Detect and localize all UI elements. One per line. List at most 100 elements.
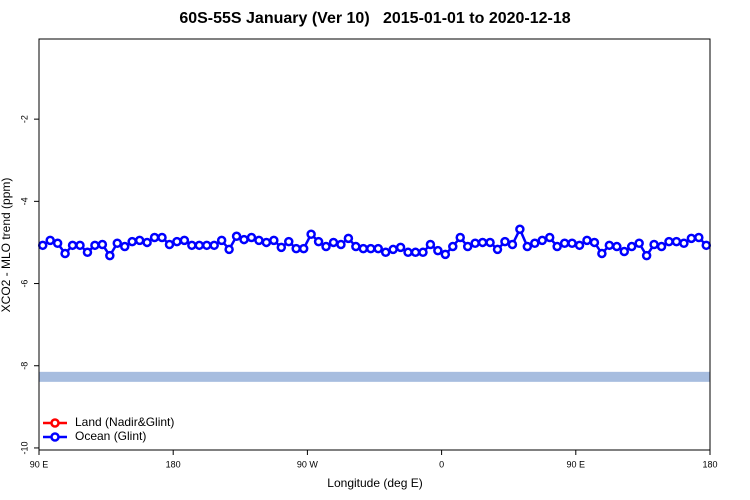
data-point: [358, 243, 369, 254]
x-tick-label: 90 E: [567, 459, 586, 469]
data-point: [403, 247, 413, 258]
data-point: [656, 241, 667, 252]
data-point: [410, 247, 421, 258]
data-point: [544, 232, 555, 243]
data-point: [567, 238, 577, 249]
data-point: [157, 232, 167, 243]
data-point: [82, 247, 93, 258]
data-point: [462, 241, 473, 252]
data-point: [127, 236, 137, 247]
data-point: [552, 241, 562, 252]
data-point: [559, 238, 570, 249]
data-point: [306, 229, 316, 239]
data-point: [507, 239, 518, 250]
y-tick-label: -2: [19, 115, 29, 123]
data-point: [366, 243, 376, 254]
y-tick-label: -4: [19, 197, 29, 205]
data-point: [202, 240, 212, 251]
data-point: [246, 232, 257, 243]
data-point: [216, 235, 227, 246]
data-point: [276, 242, 287, 253]
data-point: [589, 237, 600, 248]
data-point: [269, 235, 279, 246]
data-point: [649, 239, 659, 250]
data-point: [574, 240, 585, 251]
x-tick-label: 90 W: [297, 459, 319, 469]
data-point: [75, 240, 85, 251]
legend-marker: [50, 418, 60, 428]
data-point: [336, 239, 346, 250]
data-point: [500, 236, 510, 247]
data-point: [328, 237, 339, 248]
x-tick-label: 0: [439, 459, 444, 469]
data-point: [477, 237, 488, 248]
data-point: [45, 235, 55, 246]
data-point: [298, 243, 309, 254]
legend-marker: [50, 432, 60, 442]
data-point: [455, 232, 465, 243]
data-point: [187, 240, 197, 251]
plot-frame: [38, 38, 711, 451]
data-point: [679, 238, 689, 249]
data-point: [239, 234, 249, 245]
data-point: [418, 247, 428, 258]
data-point: [522, 241, 533, 252]
data-point: [261, 237, 272, 248]
x-tick-label: 180: [166, 459, 181, 469]
y-tick-label: -8: [19, 362, 29, 370]
data-point: [52, 238, 63, 249]
data-point: [470, 238, 480, 249]
data-point: [351, 241, 361, 252]
data-point: [634, 238, 644, 249]
data-point: [597, 248, 607, 259]
data-point: [619, 246, 630, 257]
data-point: [433, 245, 443, 256]
data-point: [209, 240, 219, 251]
data-point: [254, 235, 264, 246]
data-point: [694, 232, 704, 243]
data-point: [37, 240, 48, 251]
data-point: [231, 231, 242, 242]
data-point: [134, 235, 145, 246]
data-point: [224, 244, 234, 255]
data-point: [515, 224, 525, 235]
data-point: [194, 240, 205, 251]
data-point: [67, 240, 78, 251]
data-point: [105, 250, 115, 261]
data-point: [440, 249, 451, 260]
data-point: [112, 238, 123, 249]
data-point: [671, 236, 682, 247]
x-tick-label: 90 E: [30, 459, 49, 469]
data-point: [425, 239, 436, 250]
data-point: [664, 236, 674, 247]
data-point: [90, 240, 100, 251]
data-point: [448, 241, 458, 252]
data-point: [686, 233, 697, 244]
data-point: [701, 240, 712, 251]
data-point: [388, 244, 398, 255]
data-point: [172, 236, 182, 247]
y-axis-label: XCO2 - MLO trend (ppm): [0, 178, 13, 313]
data-point: [164, 239, 175, 250]
x-axis-label: Longitude (deg E): [327, 476, 422, 490]
chart-title: 60S-55S January (Ver 10) 2015-01-01 to 2…: [179, 10, 570, 27]
data-point: [284, 236, 294, 247]
data-point: [119, 241, 130, 252]
legend-label: Land (Nadir&Glint): [75, 415, 174, 429]
x-tick-label: 180: [702, 459, 717, 469]
reference-band: [39, 371, 710, 382]
y-tick-label: -6: [19, 280, 29, 288]
data-point: [582, 235, 592, 246]
data-point: [641, 250, 652, 261]
data-point: [321, 241, 331, 252]
data-point: [380, 247, 391, 258]
data-point: [492, 244, 503, 255]
data-point: [373, 243, 383, 254]
data-point: [291, 243, 301, 254]
data-point: [149, 232, 160, 243]
data-point: [395, 242, 406, 253]
data-point: [142, 237, 152, 248]
data-point: [485, 237, 495, 248]
data-point: [604, 240, 615, 251]
